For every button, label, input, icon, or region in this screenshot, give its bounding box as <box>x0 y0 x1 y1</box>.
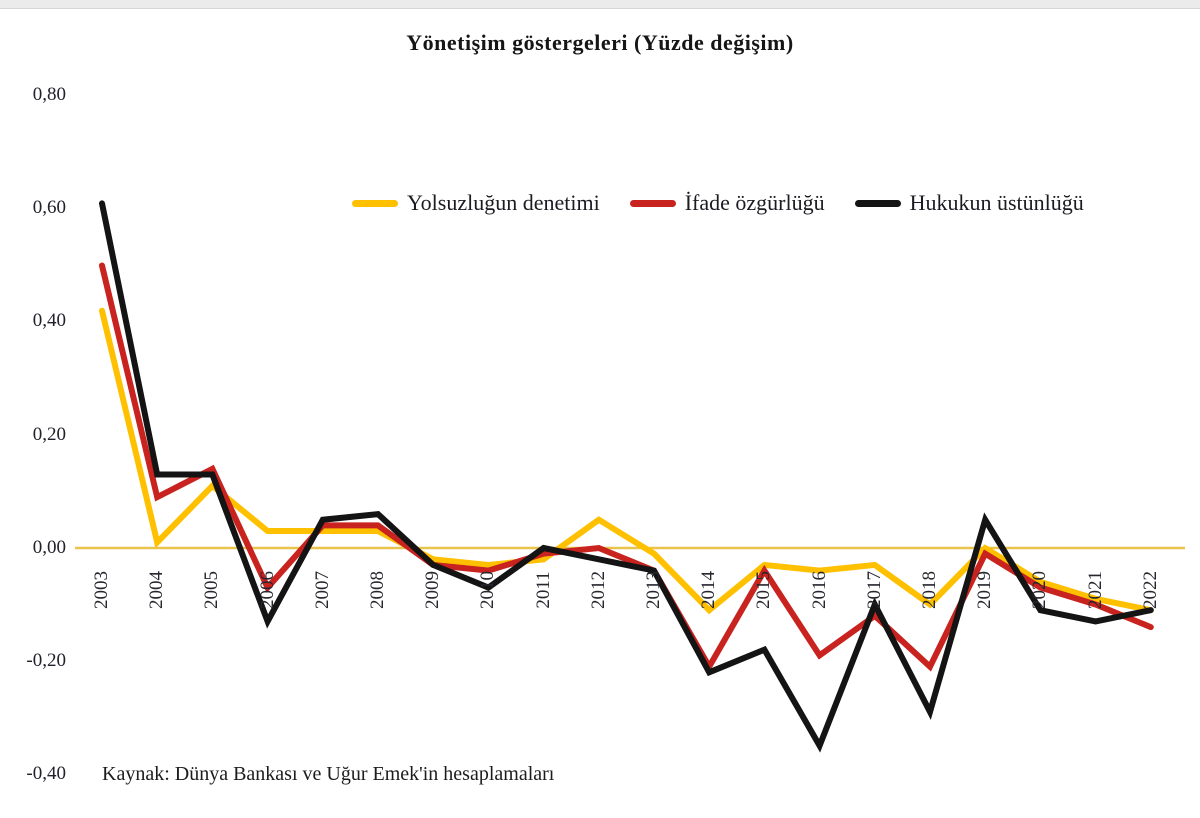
page-top-border <box>0 0 1200 9</box>
y-axis-label: -0,20 <box>26 649 66 671</box>
legend-item-ifade-ozgurlugu: İfade özgürlüğü <box>629 190 825 216</box>
series-line-2 <box>99 200 1154 753</box>
x-axis-label: 2009 <box>422 571 444 609</box>
x-axis-label: 2010 <box>477 571 499 609</box>
chart-title: Yönetişim göstergeleri (Yüzde değişim) <box>406 30 794 55</box>
y-axis-label: 0,40 <box>32 310 66 332</box>
y-axis-label: 0,80 <box>32 84 66 105</box>
legend-swatch-red-line-icon <box>629 199 676 207</box>
x-axis-label: 2019 <box>974 571 996 609</box>
x-axis-label: 2021 <box>1084 571 1106 609</box>
x-axis-label: 2013 <box>643 571 664 609</box>
x-axis-label: 2016 <box>808 571 830 609</box>
legend-item-yolsuzlugun-denetimi: Yolsuzluğun denetimi <box>352 190 600 216</box>
x-axis-label: 2018 <box>919 571 940 609</box>
legend-swatch-yellow-line-icon <box>352 199 398 207</box>
x-axis-label: 2008 <box>367 571 388 609</box>
x-axis-label: 2011 <box>532 571 554 609</box>
legend-label: İfade özgürlüğü <box>684 190 825 215</box>
x-axis-label: 2007 <box>311 571 333 609</box>
legend-label: Hukukun üstünlüğü <box>909 190 1084 215</box>
x-axis-label: 2012 <box>587 571 609 609</box>
y-axis-label: 0,00 <box>32 536 66 558</box>
series-line-1 <box>99 262 1154 673</box>
x-axis-label: 2005 <box>201 571 223 609</box>
x-axis-label: 2006 <box>256 571 278 609</box>
x-axis-label: 2022 <box>1139 571 1161 609</box>
y-axis-label: 0,60 <box>32 197 66 219</box>
x-axis-label: 2017 <box>863 571 885 609</box>
x-axis-label: 2003 <box>91 571 112 609</box>
legend-item-hukukun-ustunlugu: Hukukun üstünlüğü <box>854 190 1084 216</box>
x-axis-label: 2015 <box>753 571 775 609</box>
y-axis-label: -0,40 <box>26 763 66 785</box>
legend-swatch-black-line-icon <box>854 199 901 207</box>
x-axis-label: 2004 <box>146 571 168 609</box>
chart-legend: Yolsuzluğun denetimi İfade özgürlüğü Huk… <box>352 190 1084 216</box>
x-axis-label: 2014 <box>698 571 720 609</box>
y-axis-label: 0,20 <box>32 423 66 445</box>
source-note: Kaynak: Dünya Bankası ve Uğur Emek'in he… <box>102 763 555 785</box>
x-axis-label: 2020 <box>1029 571 1051 609</box>
legend-label: Yolsuzluğun denetimi <box>407 190 600 215</box>
